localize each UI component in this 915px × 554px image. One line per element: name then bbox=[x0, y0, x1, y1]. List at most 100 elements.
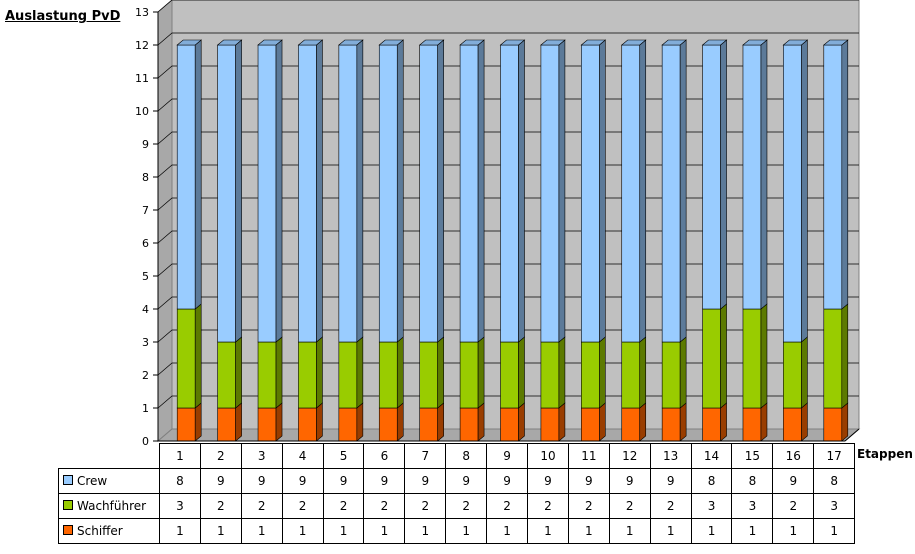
bar-side bbox=[235, 402, 242, 442]
bar-side bbox=[518, 336, 525, 409]
y-tick-label: 10 bbox=[135, 105, 149, 118]
data-label: 9 bbox=[404, 468, 447, 494]
bar-side bbox=[801, 39, 808, 343]
bar-top bbox=[216, 39, 243, 46]
bar-segment bbox=[742, 407, 762, 442]
bar-top bbox=[620, 39, 647, 46]
y-tick-label: 11 bbox=[135, 72, 149, 85]
bar-segment bbox=[540, 44, 560, 343]
bar-side bbox=[720, 303, 727, 409]
bar-side bbox=[396, 336, 404, 409]
legend-swatch bbox=[63, 500, 73, 510]
bar-segment bbox=[500, 44, 519, 343]
category-label: 14 bbox=[690, 443, 733, 469]
y-tick-label: 5 bbox=[142, 270, 149, 283]
y-tick-label: 1 bbox=[142, 402, 149, 415]
data-label: 9 bbox=[527, 468, 569, 494]
category-label: 11 bbox=[567, 443, 610, 469]
data-label: 2 bbox=[445, 493, 488, 519]
bar-segment bbox=[257, 44, 277, 343]
category-label: 8 bbox=[445, 443, 488, 469]
data-label: 8 bbox=[731, 468, 774, 494]
bar-segment bbox=[298, 407, 317, 442]
data-label: 2 bbox=[772, 493, 815, 519]
bar-side bbox=[437, 336, 444, 409]
data-label: 8 bbox=[813, 468, 856, 494]
gridline bbox=[157, 0, 859, 13]
data-label: 1 bbox=[199, 518, 242, 544]
bar-side bbox=[558, 402, 566, 442]
data-label: 1 bbox=[567, 518, 610, 544]
bar-segment bbox=[338, 341, 358, 409]
bar-side bbox=[760, 303, 768, 409]
bar-segment bbox=[500, 341, 519, 409]
bar-top bbox=[742, 39, 768, 46]
data-label: 9 bbox=[486, 468, 529, 494]
bar-side bbox=[275, 402, 283, 442]
bar-side bbox=[639, 336, 647, 409]
bar-top bbox=[297, 39, 324, 46]
y-tick-label: 6 bbox=[142, 237, 149, 250]
bar-segment bbox=[742, 308, 762, 409]
data-label: 9 bbox=[322, 468, 365, 494]
bar-side bbox=[194, 39, 202, 310]
bar-top bbox=[418, 39, 445, 46]
category-label: 1 bbox=[159, 443, 201, 469]
bar-segment bbox=[702, 308, 721, 409]
bar-segment bbox=[378, 407, 398, 442]
category-label: 12 bbox=[608, 443, 651, 469]
data-label: 1 bbox=[813, 518, 856, 544]
bar-segment bbox=[783, 44, 802, 343]
bar-side bbox=[275, 336, 283, 409]
bar-segment bbox=[621, 44, 641, 343]
category-label: 4 bbox=[281, 443, 324, 469]
bar-side bbox=[194, 303, 202, 409]
chart-title: Auslastung PvD bbox=[5, 9, 121, 24]
bar-segment bbox=[176, 44, 196, 310]
bar-side bbox=[841, 402, 849, 442]
y-tick-label: 3 bbox=[142, 336, 149, 349]
bar-side bbox=[801, 336, 808, 409]
bar-segment bbox=[298, 44, 317, 343]
gridline bbox=[157, 32, 859, 46]
bar-side bbox=[679, 336, 687, 409]
y-tick-label: 9 bbox=[142, 138, 149, 151]
bar-segment bbox=[257, 407, 277, 442]
data-label: 8 bbox=[690, 468, 733, 494]
data-label: 2 bbox=[281, 493, 324, 519]
data-label: 2 bbox=[608, 493, 651, 519]
data-label: 1 bbox=[445, 518, 488, 544]
bar-side bbox=[720, 402, 727, 442]
bar-side bbox=[760, 39, 768, 310]
bar-side bbox=[316, 336, 323, 409]
bar-side bbox=[477, 39, 485, 343]
bar-top bbox=[176, 39, 203, 46]
bar-side bbox=[679, 39, 687, 343]
bar-segment bbox=[419, 44, 438, 343]
data-label: 9 bbox=[199, 468, 242, 494]
bar-segment bbox=[581, 341, 600, 409]
bar-segment bbox=[217, 407, 236, 442]
bar-side bbox=[801, 402, 808, 442]
data-label: 9 bbox=[567, 468, 610, 494]
legend-label: Schiffer bbox=[77, 524, 123, 538]
bar-segment bbox=[257, 341, 277, 409]
bar-top bbox=[378, 39, 405, 46]
legend-label: Crew bbox=[77, 474, 108, 488]
bar-side bbox=[356, 39, 364, 343]
table-header-row: 1 2 3 4 5 6 7 8 9 10 11 12 13 14 15 16 17 bbox=[59, 443, 856, 469]
bar-segment bbox=[217, 341, 236, 409]
data-label: 1 bbox=[240, 518, 283, 544]
data-label: 1 bbox=[649, 518, 692, 544]
bar-segment bbox=[661, 341, 681, 409]
bar-top bbox=[338, 39, 364, 46]
bar-side bbox=[599, 39, 606, 343]
data-label: 1 bbox=[281, 518, 324, 544]
table-corner bbox=[59, 444, 160, 469]
data-label: 9 bbox=[445, 468, 488, 494]
bar-side bbox=[841, 303, 849, 409]
bar-side bbox=[437, 39, 444, 343]
data-label: 9 bbox=[281, 468, 324, 494]
bar-side bbox=[316, 402, 323, 442]
y-tick-label: 4 bbox=[142, 303, 149, 316]
